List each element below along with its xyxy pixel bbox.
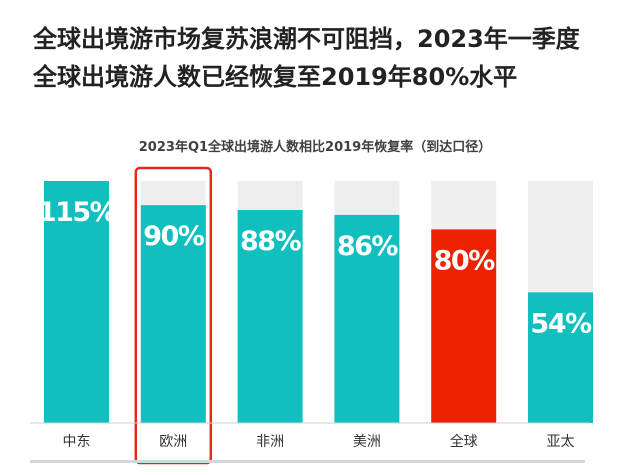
category-label-5: 亚太 [547,434,575,450]
headline-line-1: 全球出境游市场复苏浪潮不可阻挡，2023年一季度 [33,25,580,53]
data-label-3: 86% [337,231,399,262]
data-label-1: 90% [143,221,205,252]
data-label-2: 88% [240,226,302,257]
data-label-5: 54% [530,308,592,339]
category-label-2: 非洲 [256,434,284,450]
category-label-1: 欧洲 [159,434,187,450]
bar-5 [528,292,593,423]
bar-3 [334,214,400,423]
bar-4 [431,229,497,423]
bar-1 [140,205,206,423]
chart-title: 2023年Q1全球出境游人数相比2019年恢复率（到达口径） [138,140,492,155]
category-label-3: 美洲 [353,434,381,450]
data-label-4: 80% [434,245,496,276]
category-label-4: 全球 [450,433,478,450]
bar-0 [44,181,109,423]
bar-2 [237,210,303,423]
headline: 全球出境游市场复苏浪潮不可阻挡，2023年一季度 全球出境游人数已经恢复至201… [33,20,623,96]
highlight-box [134,166,213,465]
headline-line-2: 全球出境游人数已经恢复至2019年80%水平 [33,63,518,91]
category-label-0: 中东 [63,434,91,450]
data-label-0: 115% [38,197,117,228]
bottom-divider [30,460,585,463]
